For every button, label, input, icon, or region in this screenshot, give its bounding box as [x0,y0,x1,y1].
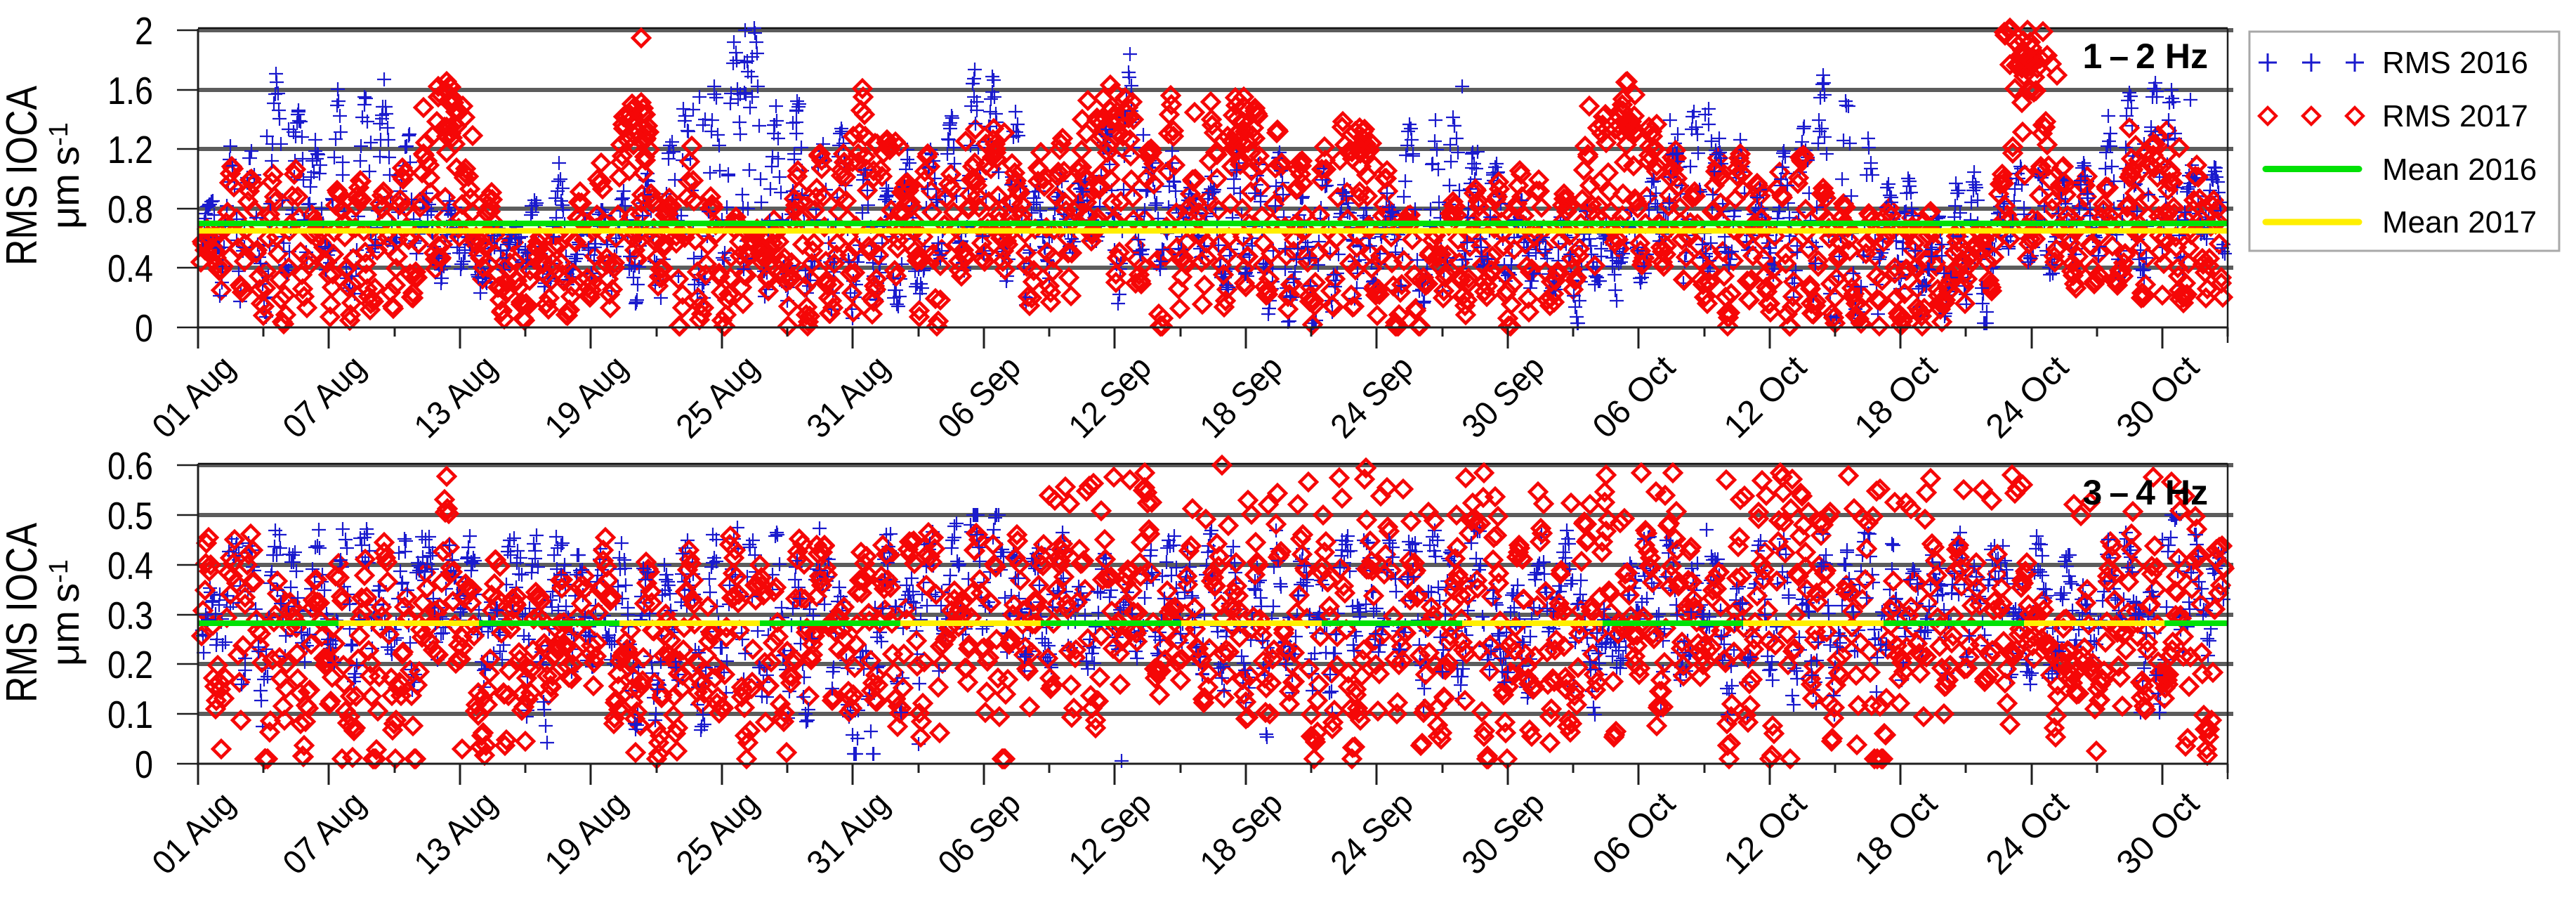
svg-text:1.6: 1.6 [107,69,153,112]
svg-text:RMS 2017: RMS 2017 [2382,99,2528,133]
svg-text:0: 0 [135,743,153,786]
svg-text:0.4: 0.4 [107,247,153,290]
svg-text:0.2: 0.2 [107,643,153,686]
svg-text:3 – 4 Hz: 3 – 4 Hz [2083,473,2208,512]
svg-text:0.1: 0.1 [107,693,153,736]
svg-text:RMS 2016: RMS 2016 [2382,46,2528,80]
svg-text:Mean 2016: Mean 2016 [2382,152,2537,187]
svg-text:Mean 2017: Mean 2017 [2382,205,2537,240]
svg-text:1.2: 1.2 [107,128,153,171]
svg-text:0.8: 0.8 [107,188,153,231]
svg-text:0.6: 0.6 [107,444,153,488]
svg-text:0: 0 [135,306,153,350]
svg-text:0.5: 0.5 [107,494,153,538]
svg-text:0.4: 0.4 [107,544,153,587]
svg-text:RMS IOCA: RMS IOCA [0,522,46,703]
svg-text:1 – 2 Hz: 1 – 2 Hz [2083,37,2208,76]
svg-text:0.3: 0.3 [107,594,153,637]
svg-text:2: 2 [135,9,153,53]
svg-text:RMS IOCA: RMS IOCA [0,85,46,266]
